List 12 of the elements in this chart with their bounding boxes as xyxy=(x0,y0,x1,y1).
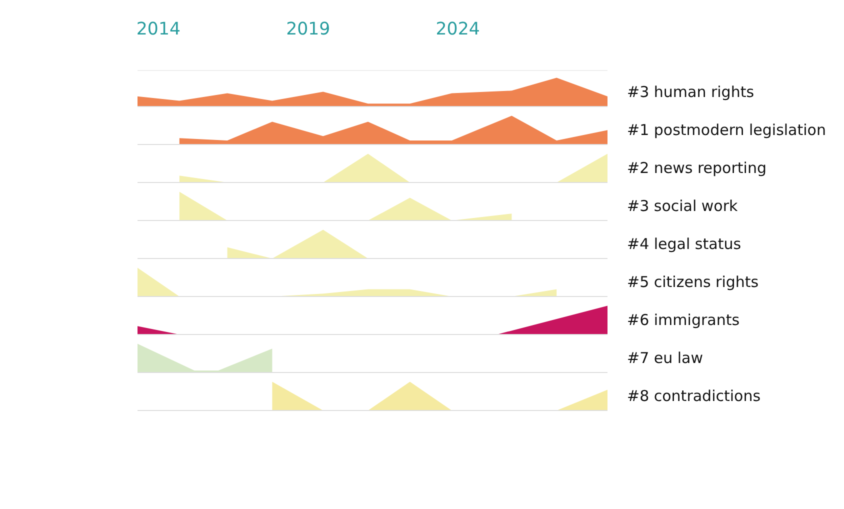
x-tick-label: 2024 xyxy=(436,20,480,40)
series-label: #1 postmodern legislation xyxy=(627,120,826,141)
series-label: #2 news reporting xyxy=(627,158,766,179)
x-tick-label: 2019 xyxy=(286,20,330,40)
text: #5 citizens rights xyxy=(627,272,759,293)
series-label: #3 human rights xyxy=(627,82,754,103)
series-label: #6 immigrants xyxy=(627,310,740,331)
text: #3 social work xyxy=(627,196,738,217)
text: #7 eu law xyxy=(627,348,704,369)
text: #4 legal status xyxy=(627,234,742,255)
series-label: #8 contradictions xyxy=(627,386,761,407)
x-tick-label: 2014 xyxy=(136,20,181,40)
